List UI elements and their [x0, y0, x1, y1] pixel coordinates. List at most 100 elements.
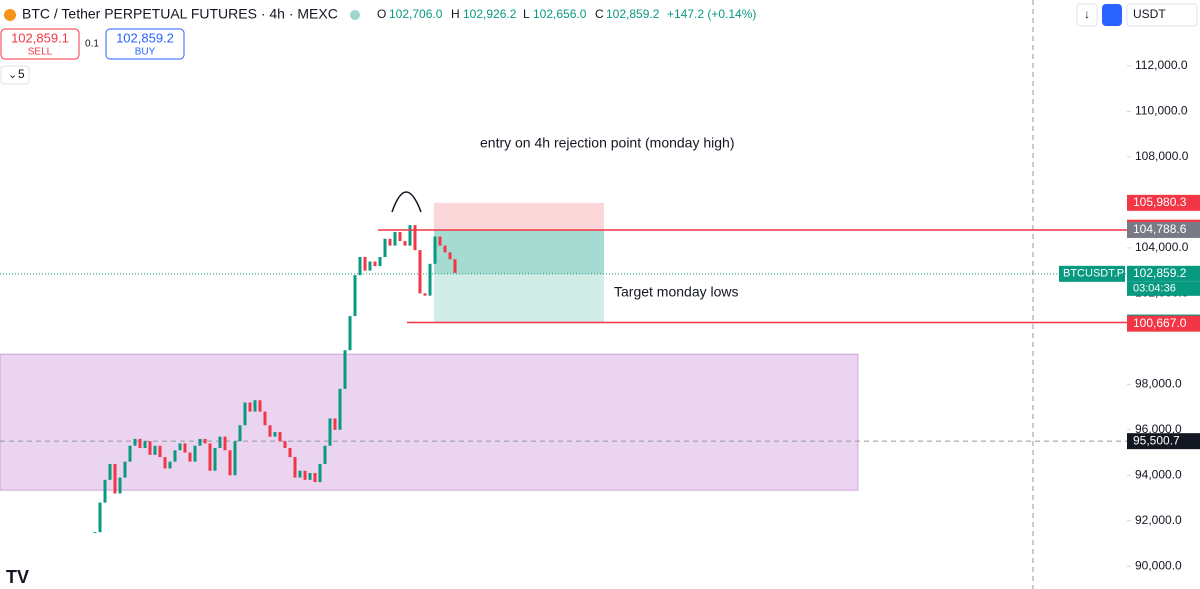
annotation: Target monday lows: [614, 284, 739, 300]
buy-label: BUY: [135, 47, 156, 58]
logo: TV: [6, 567, 29, 587]
candle: [203, 438, 207, 444]
candle: [438, 236, 442, 246]
annotation: entry on 4h rejection point (monday high…: [480, 135, 734, 151]
candle: [133, 438, 137, 446]
candle: [303, 470, 307, 480]
candle: [403, 241, 407, 246]
y-tick-label: 110,000.0: [1135, 104, 1188, 118]
countdown: 03:04:36: [1133, 283, 1176, 295]
candle: [358, 256, 362, 276]
candle: [178, 443, 182, 451]
y-tick-label: 112,000.0: [1135, 58, 1188, 72]
candle: [208, 443, 212, 471]
price-tag: [1127, 221, 1200, 238]
price-tag-label: 104,788.6: [1133, 222, 1187, 236]
ohlc-key: O: [377, 7, 386, 21]
candle: [258, 400, 262, 412]
candle: [243, 402, 247, 426]
candle: [263, 411, 267, 426]
candle: [138, 438, 142, 449]
candle: [348, 316, 352, 351]
candle: [148, 441, 152, 455]
candle: [193, 445, 197, 462]
candle: [408, 225, 412, 246]
symbol-title: BTC / Tether PERPETUAL FUTURES · 4h · ME…: [22, 6, 338, 22]
candle: [453, 259, 457, 273]
sell-button[interactable]: [0, 28, 80, 60]
candle: [328, 418, 332, 446]
candle: [373, 261, 377, 267]
status-dot: [350, 10, 360, 20]
candle: [293, 457, 297, 478]
candle: [108, 463, 112, 480]
candle: [308, 473, 312, 480]
candle: [213, 448, 217, 471]
ohlc-value: 102,859.2: [606, 7, 660, 21]
candle: [218, 436, 222, 449]
candle: [183, 443, 187, 453]
candle: [338, 388, 342, 430]
demand-zone: [0, 353, 859, 491]
candle: [383, 238, 387, 257]
ui: BTC / Tether PERPETUAL FUTURES · 4h · ME…: [0, 3, 1198, 587]
toggle-caret: ⌄: [8, 69, 17, 81]
download-icon: ↓: [1084, 7, 1090, 21]
candle: [158, 445, 162, 458]
candle: [273, 432, 277, 437]
stop-zone: [434, 202, 604, 230]
spread: 0.1: [85, 39, 99, 50]
candle: [393, 231, 397, 246]
candle: [288, 448, 292, 458]
candle: [93, 532, 97, 534]
price-tag: [1127, 315, 1200, 332]
candle: [163, 457, 167, 469]
candle: [113, 463, 117, 494]
candle: [238, 425, 242, 442]
price-tag: [1127, 265, 1200, 282]
symbol-label: BTCUSDT.P: [1063, 268, 1124, 280]
candle: [448, 252, 452, 260]
compare-button[interactable]: [1102, 4, 1122, 26]
ohlc-value: 102,706.0: [389, 7, 443, 21]
candle: [368, 261, 372, 271]
buy-price: 102,859.2: [116, 30, 174, 45]
price-tag: [1127, 194, 1200, 211]
y-tick-label: 98,000.0: [1135, 377, 1182, 391]
download-button[interactable]: [1076, 3, 1098, 27]
candle: [428, 263, 432, 296]
buy-button[interactable]: [105, 28, 185, 60]
indicator-toggle[interactable]: [0, 65, 30, 85]
candle: [333, 418, 337, 430]
ohlc-key: C: [595, 7, 604, 21]
candle: [128, 445, 132, 462]
y-tick-label: 90,000.0: [1135, 558, 1182, 572]
profit-filled: [434, 229, 604, 274]
candle: [278, 432, 282, 442]
ohlc-value: 102,656.0: [533, 7, 587, 21]
y-tick-label: 96,000.0: [1135, 422, 1182, 436]
price-tag: [1127, 433, 1200, 450]
candle: [253, 400, 257, 412]
ohlc-key: H: [451, 7, 460, 21]
y-tick-label: 108,000.0: [1135, 149, 1189, 163]
symbol-tag: [1059, 265, 1125, 282]
currency-select[interactable]: [1126, 3, 1198, 27]
candle: [153, 445, 157, 455]
candle: [223, 436, 227, 451]
candle: [123, 461, 127, 478]
candle: [398, 231, 402, 242]
candle: [323, 445, 327, 464]
price-tag-label: 95,500.7: [1133, 433, 1180, 447]
candle: [188, 452, 192, 462]
candle: [143, 441, 147, 449]
price-tag-label: 100,667.0: [1133, 316, 1187, 330]
sell-price: 102,859.1: [11, 30, 69, 45]
rejection-arc: [391, 191, 422, 213]
indicator-count: 5: [18, 67, 25, 81]
candle: [413, 225, 417, 251]
candle: [363, 256, 367, 271]
ohlc-key: L: [523, 7, 530, 21]
change: +147.2 (+0.14%): [667, 7, 756, 21]
